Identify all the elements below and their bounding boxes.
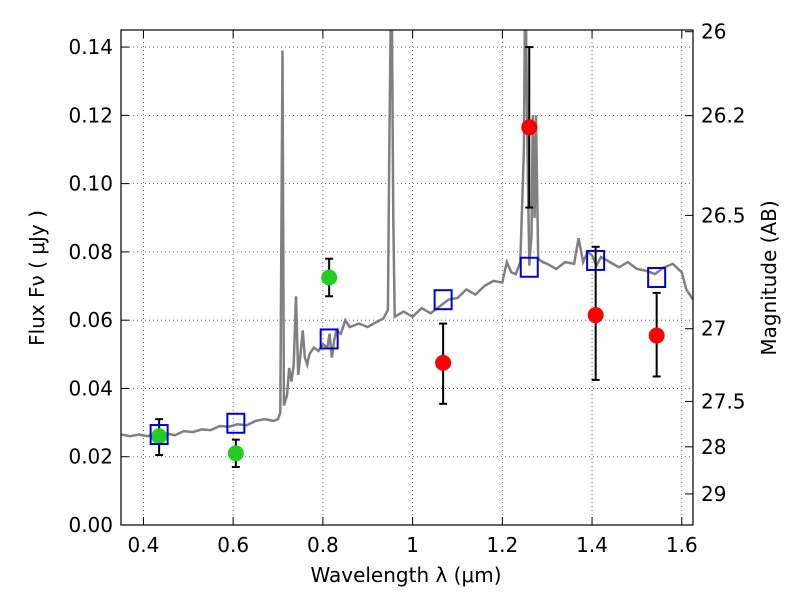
y-tick-label: 0.02 <box>68 445 113 469</box>
y-tick-label: 0.10 <box>68 172 113 196</box>
model-spectrum-line <box>121 30 693 438</box>
x-tick-label: 1.4 <box>576 533 608 557</box>
x-tick-label: 1.6 <box>666 533 698 557</box>
tick-labels: 0.4 0.6 0.8 1 1.2 1.4 1.6 0.00 0.02 0.04 0.06 0.08 0… <box>68 20 745 557</box>
y-tick-label: 0.00 <box>68 513 113 537</box>
x-tick-label: 1 <box>406 533 419 557</box>
model-point <box>586 249 606 271</box>
y-tick-label: 0.14 <box>68 35 113 59</box>
right-tick-label: 28 <box>701 435 726 459</box>
model-point <box>226 412 246 434</box>
model-point <box>149 424 169 446</box>
axes <box>120 29 694 526</box>
plot-frame <box>120 29 694 526</box>
data-point <box>648 327 665 344</box>
model-point <box>433 289 453 311</box>
data-point <box>521 119 538 136</box>
y-tick-label: 0.04 <box>68 376 113 400</box>
data-point <box>435 354 452 371</box>
x-tick-label: 0.4 <box>128 533 160 557</box>
x-tick-label: 0.6 <box>217 533 249 557</box>
y-tick-label: 0.08 <box>68 240 113 264</box>
right-tick-label: 27.5 <box>701 389 746 413</box>
right-axis-title: Magnitude (AB) <box>757 200 781 355</box>
right-tick-label: 26 <box>701 20 726 44</box>
data-point <box>227 445 244 462</box>
model-point <box>647 267 667 288</box>
y-axis-title: Flux Fν ( μJy ) <box>25 210 49 346</box>
right-tick-label: 26.2 <box>701 104 746 128</box>
data-point <box>587 307 604 324</box>
data-point <box>321 269 338 286</box>
grid <box>121 30 693 526</box>
y-tick-label: 0.06 <box>68 308 113 332</box>
model-point <box>319 328 339 350</box>
x-tick-label: 1.2 <box>486 533 518 557</box>
right-tick-label: 26.5 <box>701 203 746 227</box>
spectrum-layer <box>121 30 693 438</box>
x-tick-label: 0.8 <box>307 533 339 557</box>
right-tick-label: 29 <box>701 482 726 506</box>
marker-layer <box>149 119 667 462</box>
right-tick-label: 27 <box>701 317 726 341</box>
x-axis-title: Wavelength λ (μm) <box>310 563 501 587</box>
model-point <box>519 256 539 278</box>
data-point <box>151 428 168 445</box>
y-tick-label: 0.12 <box>68 103 113 127</box>
